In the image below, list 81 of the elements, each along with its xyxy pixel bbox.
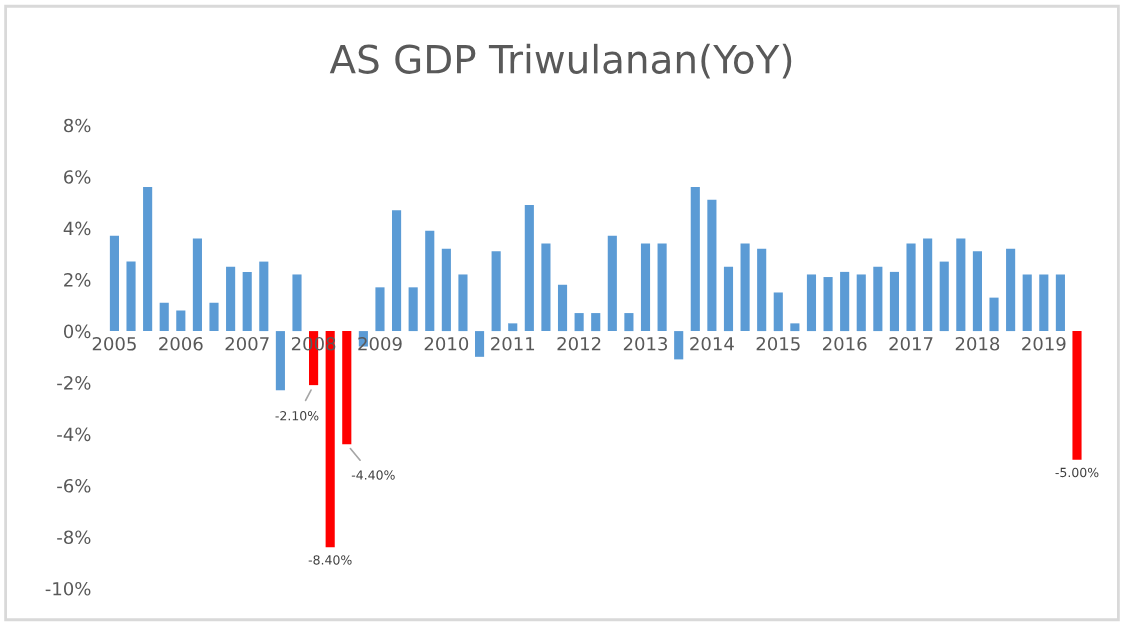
bar — [657, 243, 667, 332]
x-tick-label: 2015 — [756, 336, 800, 351]
bar — [342, 331, 352, 445]
bar — [1039, 274, 1049, 332]
bar — [524, 204, 534, 332]
y-tick-label: 4% — [63, 221, 91, 236]
bar — [1022, 274, 1032, 332]
bar — [707, 199, 717, 332]
x-tick-label: 2019 — [1022, 336, 1066, 351]
bar — [574, 313, 584, 332]
bar — [226, 266, 236, 332]
y-tick-label: -4% — [57, 427, 91, 442]
bar — [425, 230, 435, 332]
bar — [740, 243, 750, 332]
bar — [640, 243, 651, 332]
bar — [1006, 248, 1016, 332]
y-tick-label: 6% — [64, 170, 91, 184]
x-tick-label: 2016 — [823, 336, 867, 351]
y-tick-label: 2% — [64, 273, 91, 287]
bar — [856, 274, 866, 332]
bar — [972, 251, 982, 332]
bar — [408, 287, 418, 332]
y-tick-label: 0% — [63, 324, 91, 339]
bar — [690, 186, 700, 332]
bar — [956, 238, 966, 332]
bar — [823, 277, 833, 332]
bar — [790, 323, 800, 332]
bar — [176, 310, 186, 332]
bar — [491, 251, 501, 332]
y-tick-label: 8% — [64, 118, 91, 133]
bar — [143, 186, 153, 332]
x-tick-label: 2014 — [690, 336, 734, 351]
bar — [773, 292, 783, 332]
bar — [508, 323, 518, 332]
bar — [923, 238, 933, 332]
bar — [674, 331, 684, 360]
bar — [275, 331, 285, 391]
bar — [591, 313, 601, 332]
bar — [242, 271, 252, 332]
x-tick-label: 2018 — [955, 336, 1000, 351]
y-tick-label: -6% — [57, 478, 91, 493]
bar — [557, 284, 568, 332]
bar — [292, 274, 302, 332]
bar — [159, 302, 169, 332]
bar — [441, 248, 451, 332]
y-tick-label: -2% — [57, 376, 91, 390]
bar — [607, 235, 617, 332]
bar — [723, 266, 734, 332]
chart-title: AS GDP Triwulanan(YoY) — [329, 43, 792, 79]
bar — [989, 297, 999, 332]
bar — [889, 271, 900, 332]
bar — [1055, 274, 1065, 332]
bar — [541, 243, 551, 332]
bar — [806, 274, 817, 332]
y-tick-label: -10% — [45, 581, 91, 596]
bar — [757, 248, 767, 332]
bar — [192, 238, 202, 332]
y-tick-label: -8% — [57, 530, 91, 545]
bar — [1072, 331, 1082, 460]
x-tick-label: 2010 — [424, 336, 469, 351]
bar — [873, 266, 883, 332]
x-tick-label: 2007 — [225, 336, 269, 351]
bar — [458, 274, 468, 332]
bar — [939, 261, 949, 332]
bar — [209, 302, 219, 332]
x-tick-label: 2012 — [557, 336, 601, 351]
x-tick-label: 2013 — [623, 336, 668, 351]
x-tick-label: 2006 — [159, 336, 203, 351]
bar — [109, 235, 119, 332]
bar — [392, 210, 402, 332]
bar — [906, 243, 916, 332]
bar — [474, 331, 485, 357]
bar — [259, 261, 269, 332]
x-tick-label: 2011 — [491, 336, 535, 351]
bar — [840, 271, 850, 332]
x-tick-label: 2017 — [889, 336, 933, 351]
bar — [375, 287, 385, 332]
bar — [624, 313, 634, 332]
x-tick-label: 2005 — [92, 336, 136, 351]
x-tick-label: 2009 — [358, 336, 402, 351]
bar — [126, 261, 136, 332]
